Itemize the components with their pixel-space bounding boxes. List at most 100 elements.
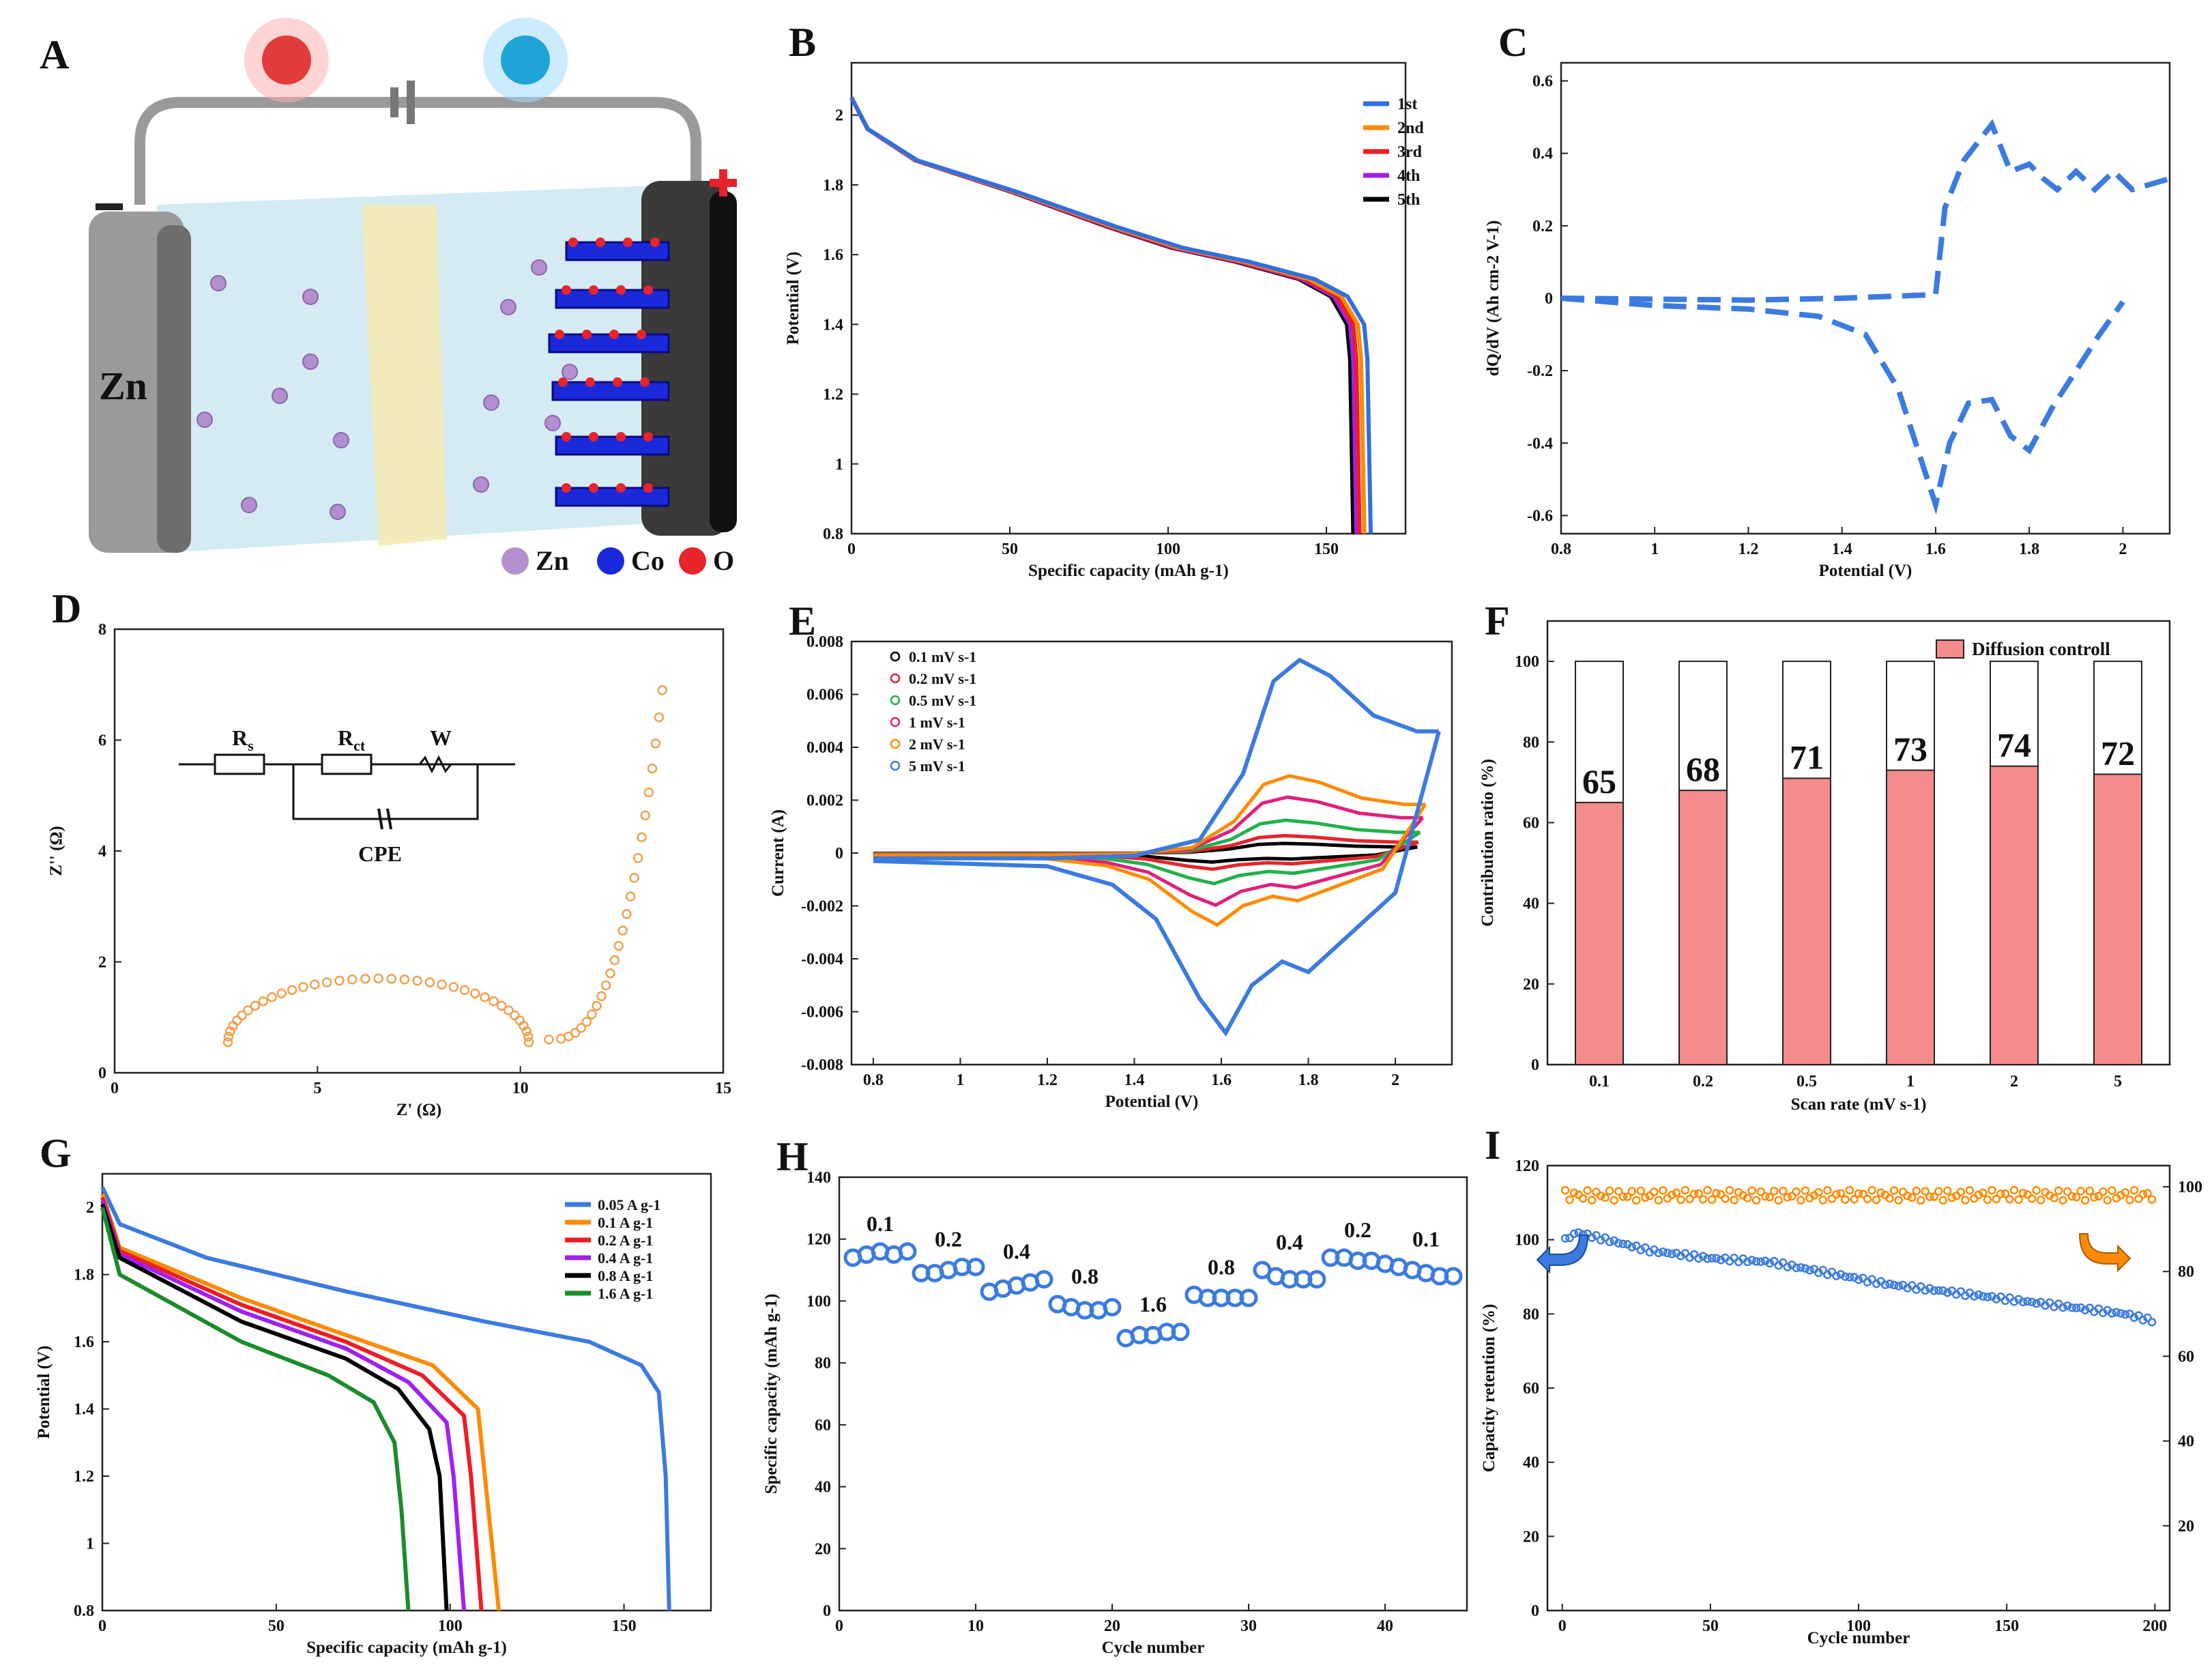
y-tick-label: -0.4 <box>1527 435 1553 452</box>
resistor-rct <box>321 753 373 775</box>
y-tick-label: 60 <box>815 1417 831 1434</box>
retention-point <box>1836 1270 1846 1279</box>
efficiency-point <box>1854 1189 1863 1198</box>
efficiency-point <box>1650 1187 1659 1196</box>
x-tick-label: 0.8 <box>1551 540 1571 558</box>
y-tick-label: -0.008 <box>801 1056 843 1074</box>
y-tick-label: 0.004 <box>806 739 843 757</box>
data-point <box>622 909 632 919</box>
panel-e-chart: E 0.8 1 1.2 1.4 1.6 1.8 2 -0.008 -0.006 -0.004 -0.0… <box>769 598 1453 1111</box>
legend-marker <box>890 760 901 771</box>
efficiency-point <box>1796 1196 1805 1205</box>
x-tick-label: 1 <box>1906 1073 1915 1091</box>
data-point <box>605 968 615 979</box>
y2-tick-label: 60 <box>2178 1348 2194 1366</box>
right-axis-arrow-icon <box>2078 1233 2131 1273</box>
efficiency-point <box>2080 1196 2090 1205</box>
x-axis-title: Potential (V) <box>1819 562 1912 580</box>
o-atom <box>568 237 578 247</box>
efficiency-point <box>1610 1196 1618 1205</box>
retention-point <box>1889 1280 1899 1290</box>
efficiency-point <box>1636 1186 1646 1196</box>
efficiency-point <box>1894 1196 1903 1204</box>
efficiency-point <box>1596 1192 1605 1200</box>
efficiency-point <box>1912 1186 1921 1196</box>
x-tick-label: 100 <box>1846 1617 1871 1635</box>
y-tick-label: -0.6 <box>1527 507 1553 525</box>
retention-point <box>1716 1255 1726 1265</box>
plot-frame <box>1546 620 2171 1066</box>
efficiency-point <box>2018 1188 2028 1198</box>
retention-point <box>1938 1286 1948 1295</box>
retention-point <box>1641 1243 1650 1252</box>
x-tick-label: 1.6 <box>1925 540 1946 558</box>
bar-value-label: 71 <box>1790 738 1824 776</box>
x-tick-label: 150 <box>612 1617 637 1635</box>
data-point <box>637 832 647 843</box>
legend-label: Diffusion controll <box>1972 639 2110 659</box>
legend-label: 1 mV s-1 <box>909 714 965 731</box>
cv-curve <box>873 816 1425 908</box>
efficiency-point <box>1569 1188 1579 1198</box>
o-legend-label: O <box>713 545 734 576</box>
efficiency-point <box>1925 1192 1934 1202</box>
retention-point <box>1668 1250 1676 1258</box>
efficiency-point <box>2129 1185 2139 1195</box>
battery-plate <box>390 87 398 117</box>
efficiency-point <box>2000 1189 2010 1198</box>
wire <box>134 97 701 205</box>
cooxide-layers <box>548 237 670 507</box>
retention-point <box>2143 1313 2152 1323</box>
retention-point <box>1970 1292 1979 1301</box>
panel-i-chart: I 0 50 100 150 200 0 20 40 60 80 100 120 Cycle number… <box>1480 1123 2202 1647</box>
x-tick-label: 40 <box>1377 1617 1393 1635</box>
bar-diffusion <box>2093 773 2142 1065</box>
efficiency-point <box>2143 1189 2152 1198</box>
y-tick-label: 1 <box>835 456 843 474</box>
data-point <box>222 1037 233 1048</box>
data-point <box>412 975 422 986</box>
efficiency-point <box>1721 1194 1730 1203</box>
retention-point <box>1605 1237 1614 1247</box>
panel-a-schematic: A Zn <box>40 18 737 576</box>
efficiency-point <box>1845 1185 1854 1195</box>
series-line <box>100 1207 411 1611</box>
data-point <box>510 1010 520 1021</box>
y-tick-label: 1.2 <box>823 386 843 404</box>
y2-tick-label: 100 <box>2178 1179 2202 1196</box>
y-axis-title: Potential (V) <box>784 252 802 345</box>
y2-tick-label: 80 <box>2178 1263 2194 1281</box>
y-tick-label: 1.4 <box>74 1401 94 1419</box>
y-axis-title: Current (A) <box>769 809 787 897</box>
warburg-element <box>418 755 452 774</box>
x-tick-label: 30 <box>1240 1617 1257 1635</box>
x-tick-label: 150 <box>1314 540 1339 558</box>
o-atom <box>562 483 571 493</box>
efficiency-point <box>1751 1196 1761 1205</box>
efficiency-point <box>1623 1192 1632 1201</box>
y-tick-label: 0.006 <box>806 687 843 704</box>
y-tick-label: 0.8 <box>823 525 843 543</box>
co-legend-swatch <box>597 547 624 575</box>
retention-point <box>1769 1256 1779 1266</box>
rate-label: 1.6 <box>1139 1292 1167 1316</box>
series-line <box>100 1203 449 1611</box>
efficiency-point <box>2067 1192 2076 1201</box>
retention-point <box>2063 1301 2072 1310</box>
zn-ion <box>473 476 489 493</box>
dqdv-curve <box>1560 295 2125 515</box>
efficiency-point <box>1943 1186 1952 1196</box>
x-tick-label: 15 <box>715 1080 731 1097</box>
retention-point <box>1783 1262 1792 1271</box>
o-atom <box>589 432 598 442</box>
efficiency-point <box>1965 1186 1975 1195</box>
zn-ion <box>302 353 319 370</box>
retention-point <box>1792 1263 1801 1273</box>
zn-ion <box>333 432 349 448</box>
data-point <box>258 996 268 1007</box>
retention-point <box>1859 1273 1867 1282</box>
panel-label: H <box>776 1134 809 1179</box>
retention-point <box>1601 1233 1610 1242</box>
y-tick-label: 40 <box>1523 895 1539 913</box>
bar-value-label: 72 <box>2101 734 2135 773</box>
